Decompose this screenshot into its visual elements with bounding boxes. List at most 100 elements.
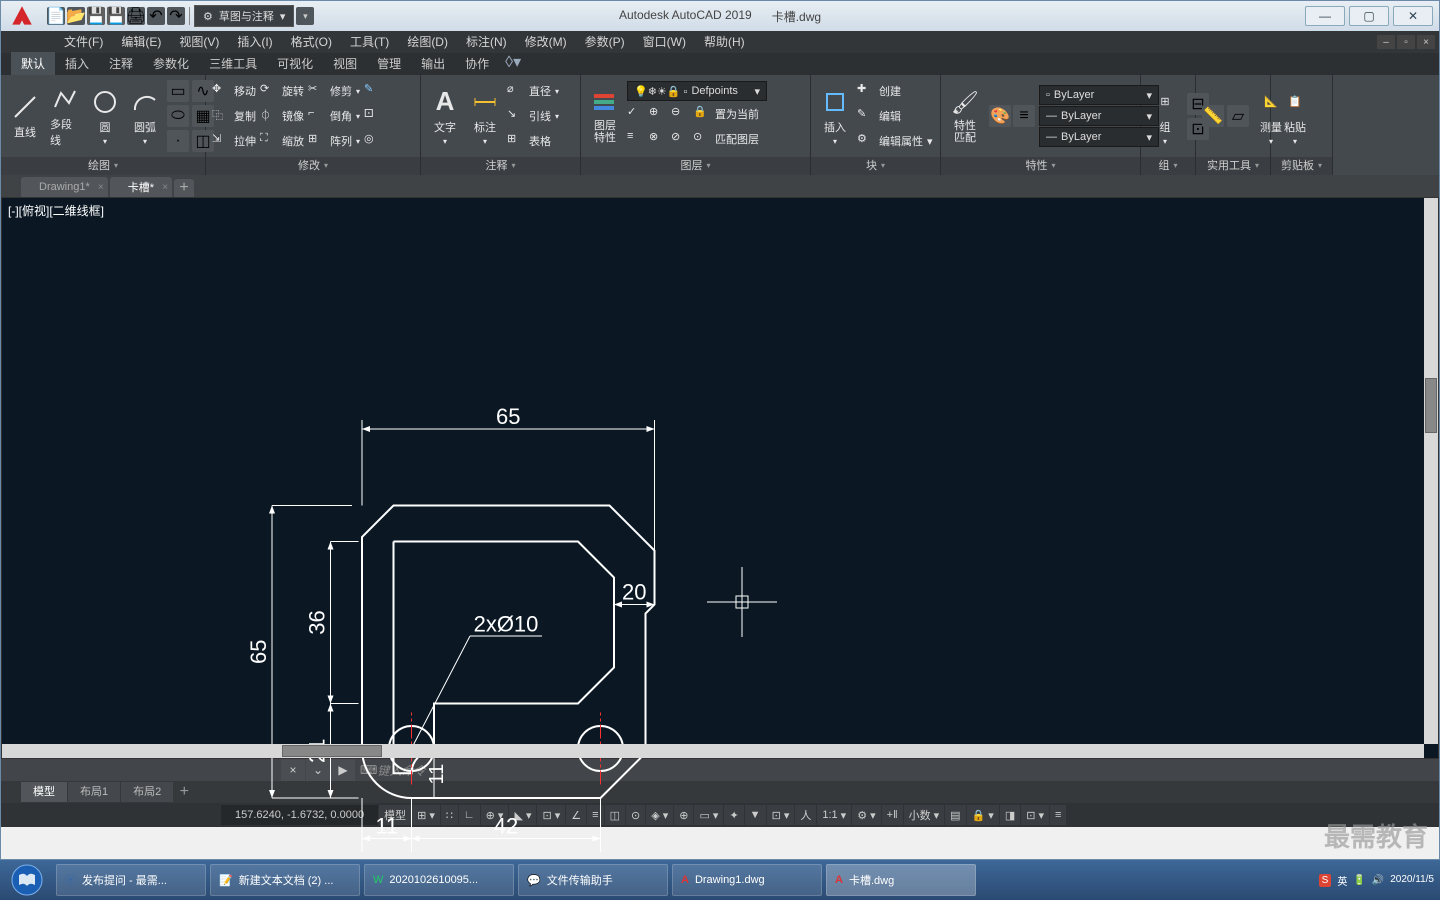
- qat-redo-icon[interactable]: ↷: [167, 7, 185, 25]
- tray-icon[interactable]: 英: [1337, 873, 1347, 888]
- status-sel-icon[interactable]: ▭ ▾: [694, 805, 723, 825]
- circle-button[interactable]: 圆▾: [87, 78, 123, 154]
- tab-insert[interactable]: 插入: [55, 52, 99, 75]
- layerprops-button[interactable]: 图层 特性: [587, 78, 623, 154]
- status-lweight-icon[interactable]: ≡: [587, 805, 603, 825]
- matchprop-button[interactable]: 🖌特性 匹配: [947, 78, 983, 154]
- taskbar-item[interactable]: W2020102610095...: [364, 864, 514, 896]
- doc-max-icon[interactable]: ▫: [1397, 35, 1415, 49]
- tab-view[interactable]: 视图: [323, 52, 367, 75]
- panel-util-title[interactable]: 实用工具: [1196, 157, 1270, 175]
- close-tab-icon[interactable]: ×: [162, 182, 168, 193]
- menu-insert[interactable]: 插入(I): [228, 31, 281, 53]
- ltype-icon[interactable]: ≡: [1013, 105, 1035, 127]
- status-3d-icon[interactable]: ◈ ▾: [646, 805, 673, 825]
- status-cycle-icon[interactable]: ⊙: [626, 805, 645, 825]
- menu-file[interactable]: 文件(F): [55, 31, 112, 53]
- qat-saveas-icon[interactable]: 💾: [107, 7, 125, 25]
- erase-icon[interactable]: ✎: [364, 82, 382, 100]
- qat-open-icon[interactable]: 📂: [67, 7, 85, 25]
- menu-window[interactable]: 窗口(W): [634, 31, 695, 53]
- rect-icon[interactable]: ▭: [167, 80, 189, 102]
- text-button[interactable]: A文字▾: [427, 78, 463, 154]
- tab-featured-icon[interactable]: ◊▾: [499, 49, 527, 75]
- panel-clip-title[interactable]: 剪贴板: [1271, 157, 1332, 175]
- offset-icon[interactable]: ◎: [364, 132, 382, 150]
- panel-block-title[interactable]: 块: [811, 157, 940, 175]
- area-icon[interactable]: ▱: [1227, 105, 1249, 127]
- scrollbar-horizontal[interactable]: [2, 744, 1424, 758]
- file-tab-drawing1[interactable]: Drawing1*×: [21, 177, 108, 197]
- layercur-icon[interactable]: ✓: [627, 105, 645, 123]
- array-icon[interactable]: ⊞: [308, 132, 326, 150]
- tab-annotate[interactable]: 注释: [99, 52, 143, 75]
- scale-icon[interactable]: ⛶: [260, 132, 278, 150]
- panel-draw-title[interactable]: 绘图: [1, 157, 205, 175]
- qat-save-icon[interactable]: 💾: [87, 7, 105, 25]
- layout-1[interactable]: 布局1: [68, 782, 120, 802]
- clock[interactable]: 2020/11/5: [1390, 874, 1434, 886]
- menu-view[interactable]: 视图(V): [170, 31, 228, 53]
- fillet-icon[interactable]: ⌐: [308, 107, 326, 125]
- tray-icon[interactable]: 🔋: [1353, 875, 1365, 886]
- menu-tools[interactable]: 工具(T): [341, 31, 398, 53]
- leader-icon[interactable]: ↘: [507, 107, 525, 125]
- tab-output[interactable]: 输出: [411, 52, 455, 75]
- color-icon[interactable]: 🎨: [989, 105, 1011, 127]
- tab-parametric[interactable]: 参数化: [143, 52, 199, 75]
- copy-icon[interactable]: ⿻: [212, 107, 230, 125]
- tab-collab[interactable]: 协作: [455, 52, 499, 75]
- drawing-area[interactable]: [-][俯视][二维线框] 65114220653621112xØ10: [1, 197, 1439, 759]
- explode-icon[interactable]: ⚀: [364, 107, 382, 125]
- diameter-icon[interactable]: ⌀: [507, 82, 525, 100]
- minimize-button[interactable]: —: [1305, 6, 1345, 26]
- file-tab-active[interactable]: 卡槽*×: [110, 177, 172, 197]
- status-snap-icon[interactable]: ∷: [441, 805, 458, 825]
- cmd-close-icon[interactable]: ×: [281, 759, 305, 781]
- layout-2[interactable]: 布局2: [121, 782, 173, 802]
- menu-param[interactable]: 参数(P): [576, 31, 634, 53]
- group-button[interactable]: ⊞组▾: [1147, 78, 1183, 154]
- ellipse-icon[interactable]: ⬭: [167, 105, 189, 127]
- taskbar-item-active[interactable]: A卡槽.dwg: [826, 864, 976, 896]
- panel-annot-title[interactable]: 注释: [421, 157, 580, 175]
- start-button[interactable]: [0, 860, 54, 900]
- mirror-icon[interactable]: ⏀: [260, 107, 278, 125]
- doc-close-icon[interactable]: ×: [1417, 35, 1435, 49]
- status-grid-icon[interactable]: ⊞ ▾: [412, 805, 440, 825]
- new-tab-button[interactable]: +: [174, 179, 194, 197]
- qat-plot-icon[interactable]: 🖨: [127, 7, 145, 25]
- status-ann-icon[interactable]: 人: [795, 805, 816, 825]
- tab-default[interactable]: 默认: [11, 52, 55, 75]
- qat-undo-icon[interactable]: ↶: [147, 7, 165, 25]
- tab-manage[interactable]: 管理: [367, 52, 411, 75]
- close-tab-icon[interactable]: ×: [98, 182, 104, 193]
- menu-draw[interactable]: 绘图(D): [398, 31, 457, 53]
- app-menu-icon[interactable]: [1, 1, 43, 31]
- system-tray[interactable]: S 英 🔋 🔊 2020/11/5: [1319, 873, 1440, 888]
- layermatch-icon[interactable]: ≡: [627, 130, 645, 148]
- status-gear-icon[interactable]: ⚙ ▾: [852, 805, 880, 825]
- qat-more-icon[interactable]: ▾: [296, 7, 314, 25]
- menu-help[interactable]: 帮助(H): [695, 31, 754, 53]
- dim-button[interactable]: 标注▾: [467, 78, 503, 154]
- status-precision[interactable]: 小数 ▾: [904, 805, 945, 825]
- doc-min-icon[interactable]: –: [1377, 35, 1395, 49]
- paste-button[interactable]: 📋粘贴▾: [1277, 78, 1313, 154]
- layout-model[interactable]: 模型: [21, 782, 67, 802]
- command-line[interactable]: × ⌄ ▶ ⌨ 键入命令: [1, 759, 1439, 781]
- move-icon[interactable]: ✥: [212, 82, 230, 100]
- attedit-icon[interactable]: ⚙: [857, 132, 875, 150]
- status-lock-icon[interactable]: 🔒 ▾: [967, 805, 999, 825]
- scrollbar-vertical[interactable]: [1424, 198, 1438, 744]
- panel-layer-title[interactable]: 图层: [581, 157, 810, 175]
- layer-dropdown[interactable]: 💡❄☀🔒 ▫ Defpoints▾: [627, 81, 767, 101]
- panel-props-title[interactable]: 特性: [941, 157, 1140, 175]
- arc-button[interactable]: 圆弧▾: [127, 78, 163, 154]
- tray-ime-icon[interactable]: S: [1319, 874, 1332, 887]
- taskbar-item[interactable]: ADrawing1.dwg: [672, 864, 822, 896]
- blockedit-icon[interactable]: ✎: [857, 107, 875, 125]
- close-button[interactable]: ✕: [1393, 6, 1433, 26]
- status-gizmo-icon[interactable]: ✦: [724, 805, 743, 825]
- status-osnap-icon[interactable]: ⊡ ▾: [537, 805, 565, 825]
